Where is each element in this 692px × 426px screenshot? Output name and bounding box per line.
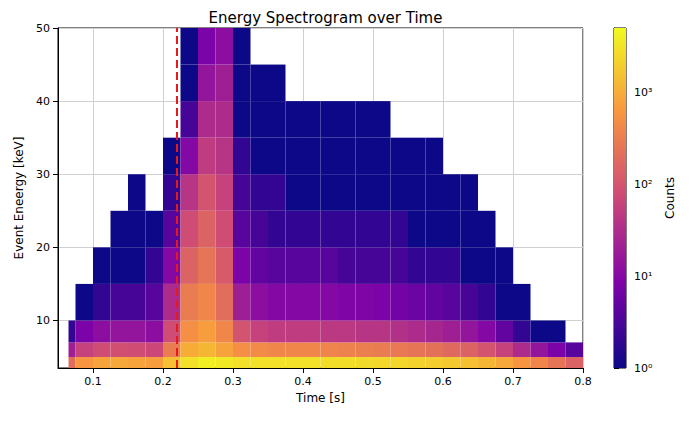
svg-text:0.4: 0.4 [294, 375, 312, 388]
svg-text:0.2: 0.2 [154, 375, 172, 388]
svg-text:10³: 10³ [634, 86, 652, 99]
svg-text:Energy Spectrogram over Time: Energy Spectrogram over Time [209, 9, 443, 27]
svg-text:10¹: 10¹ [634, 270, 652, 283]
svg-text:0.3: 0.3 [224, 375, 242, 388]
svg-text:Counts: Counts [663, 177, 677, 219]
svg-text:Event Eneergy [keV]: Event Eneergy [keV] [12, 137, 26, 260]
svg-text:30: 30 [36, 168, 50, 181]
svg-text:0.8: 0.8 [574, 375, 592, 388]
svg-text:Time [s]: Time [s] [295, 391, 345, 405]
svg-text:10: 10 [36, 314, 50, 327]
svg-text:0.5: 0.5 [364, 375, 382, 388]
svg-text:40: 40 [36, 95, 50, 108]
svg-text:50: 50 [36, 22, 50, 35]
svg-text:0.6: 0.6 [434, 375, 452, 388]
svg-text:10⁰: 10⁰ [634, 362, 653, 375]
svg-text:0.1: 0.1 [84, 375, 102, 388]
svg-text:0.7: 0.7 [504, 375, 522, 388]
svg-text:20: 20 [36, 241, 50, 254]
svg-text:10²: 10² [634, 178, 652, 191]
